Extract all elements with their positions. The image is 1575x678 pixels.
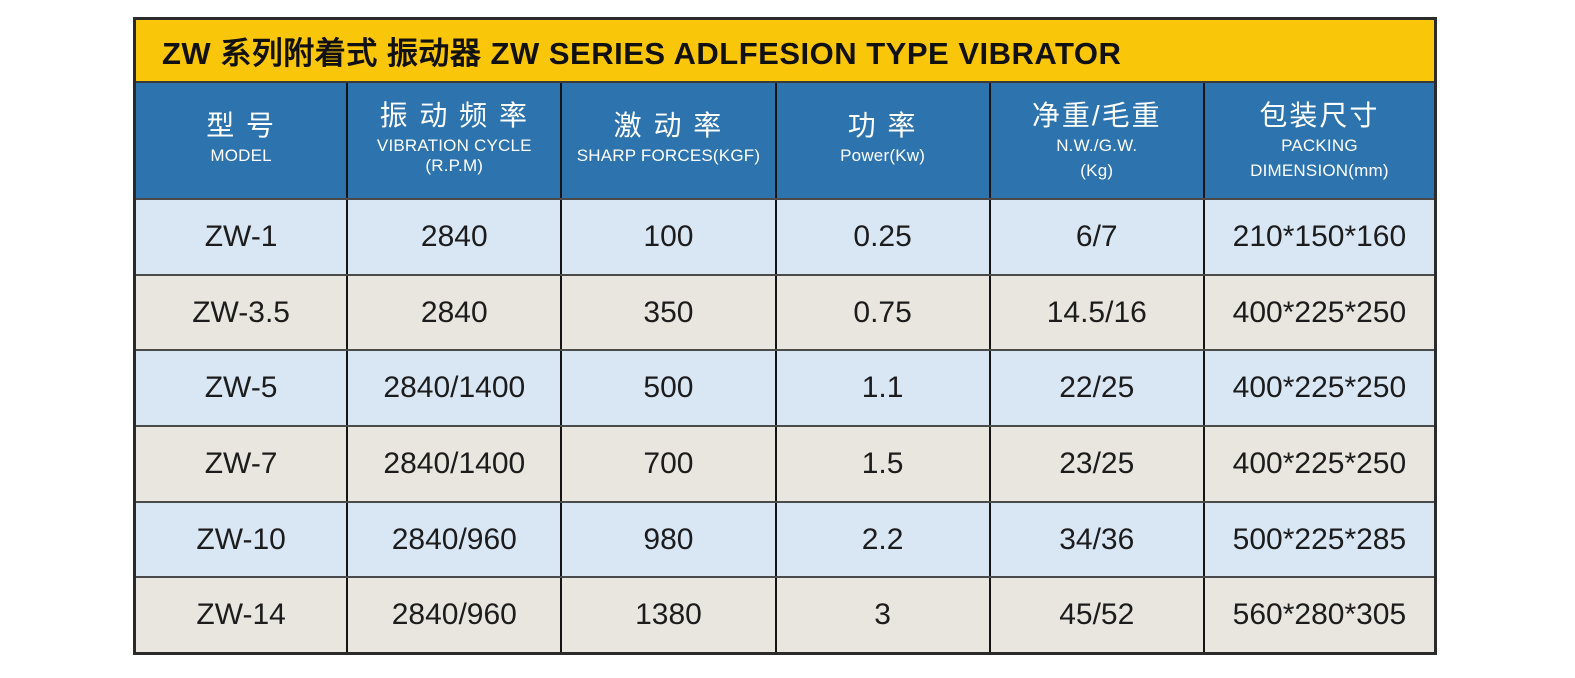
vibration-cycle-cell: 2840/960 bbox=[348, 502, 563, 577]
vibration-cycle-cell: 2840/1400 bbox=[348, 351, 563, 426]
power-cell: 2.2 bbox=[777, 502, 991, 577]
column-header-zh: 功 率 bbox=[847, 109, 918, 141]
weight-cell: 6/7 bbox=[991, 200, 1205, 274]
column-header-model: 型 号 MODEL bbox=[136, 83, 349, 198]
column-header-zh: 型 号 bbox=[206, 109, 276, 141]
sharp-forces-cell: 100 bbox=[562, 200, 777, 274]
table-row: ZW-5 2840/1400 500 1.1 22/25 400*225*250 bbox=[136, 349, 1434, 426]
sharp-forces-cell: 1380 bbox=[562, 578, 777, 653]
column-header-zh: 净重/毛重 bbox=[1031, 99, 1162, 131]
table-title: ZW 系列附着式 振动器 ZW SERIES ADLFESION TYPE VI… bbox=[162, 36, 1122, 71]
packing-dimension-cell: 400*225*250 bbox=[1232, 371, 1407, 405]
packing-dimension-cell: 400*225*250 bbox=[1232, 446, 1407, 480]
model-cell: ZW-10 bbox=[136, 502, 349, 577]
packing-dimension-cell: 500*225*285 bbox=[1232, 522, 1407, 556]
sharp-forces-cell: 980 bbox=[562, 502, 777, 577]
column-header-packing-dimension: 包装尺寸 PACKING DIMENSION(mm) bbox=[1205, 83, 1434, 198]
column-header-power: 功 率 Power(Kw) bbox=[777, 83, 991, 198]
table-row: ZW-14 2840/960 1380 3 45/52 560*280*305 bbox=[136, 576, 1434, 653]
column-header-vibration-cycle: 振 动 频 率 VIBRATION CYCLE (R.P.M) bbox=[348, 83, 563, 198]
weight-cell: 22/25 bbox=[991, 351, 1205, 426]
table-row: ZW-7 2840/1400 700 1.5 23/25 400*225*250 bbox=[136, 425, 1434, 501]
power-cell: 0.25 bbox=[777, 200, 991, 274]
column-header-en2: (Kg) bbox=[1080, 160, 1114, 180]
power-cell: 1.1 bbox=[777, 351, 991, 426]
table-header-row: 型 号 MODEL 振 动 频 率 VIBRATION CYCLE (R.P.M… bbox=[136, 83, 1434, 198]
column-header-zh: 振 动 频 率 bbox=[379, 99, 529, 131]
vibration-cycle-cell: 2840 bbox=[348, 275, 563, 350]
power-cell: 3 bbox=[777, 578, 991, 653]
weight-cell: 34/36 bbox=[991, 502, 1205, 577]
column-header-en: Power(Kw) bbox=[840, 145, 926, 165]
vibration-cycle-cell: 2840 bbox=[348, 200, 563, 274]
model-cell: ZW-1 bbox=[136, 200, 349, 274]
model-cell: ZW-3.5 bbox=[136, 275, 349, 350]
column-header-en: SHARP FORCES(KGF) bbox=[576, 145, 761, 165]
table-row: ZW-1 2840 100 0.25 6/7 210*150*160 bbox=[136, 198, 1434, 274]
packing-dimension-cell: 210*150*160 bbox=[1232, 219, 1407, 253]
column-header-weight: 净重/毛重 N.W./G.W. (Kg) bbox=[991, 83, 1205, 198]
weight-cell: 45/52 bbox=[991, 578, 1205, 653]
table-row: ZW-10 2840/960 980 2.2 34/36 500*225*285 bbox=[136, 500, 1434, 577]
sharp-forces-cell: 350 bbox=[562, 275, 777, 350]
power-cell: 1.5 bbox=[777, 427, 991, 501]
table-row: ZW-3.5 2840 350 0.75 14.5/16 400*225*250 bbox=[136, 273, 1434, 350]
column-header-zh: 激 动 率 bbox=[613, 109, 724, 141]
sharp-forces-cell: 500 bbox=[562, 351, 777, 426]
model-cell: ZW-5 bbox=[136, 351, 349, 426]
sharp-forces-cell: 700 bbox=[562, 427, 777, 501]
column-header-zh: 包装尺寸 bbox=[1259, 99, 1380, 131]
table-title-banner: ZW 系列附着式 振动器 ZW SERIES ADLFESION TYPE VI… bbox=[136, 20, 1434, 83]
weight-cell: 14.5/16 bbox=[991, 275, 1205, 350]
weight-cell: 23/25 bbox=[991, 427, 1205, 501]
model-cell: ZW-14 bbox=[136, 578, 349, 653]
vibration-cycle-cell: 2840/960 bbox=[348, 578, 563, 653]
column-header-en2: DIMENSION(mm) bbox=[1250, 160, 1389, 180]
column-header-en: VIBRATION CYCLE (R.P.M) bbox=[376, 135, 532, 175]
vibration-cycle-cell: 2840/1400 bbox=[348, 427, 563, 501]
column-header-en: MODEL bbox=[210, 145, 272, 165]
column-header-en: PACKING bbox=[1281, 135, 1358, 155]
packing-dimension-cell: 560*280*305 bbox=[1232, 598, 1407, 632]
model-cell: ZW-7 bbox=[136, 427, 349, 501]
column-header-sharp-forces: 激 动 率 SHARP FORCES(KGF) bbox=[562, 83, 777, 198]
vibrator-spec-table: ZW 系列附着式 振动器 ZW SERIES ADLFESION TYPE VI… bbox=[133, 17, 1437, 655]
power-cell: 0.75 bbox=[777, 275, 991, 350]
column-header-en: N.W./G.W. bbox=[1056, 135, 1138, 155]
packing-dimension-cell: 400*225*250 bbox=[1232, 295, 1407, 329]
